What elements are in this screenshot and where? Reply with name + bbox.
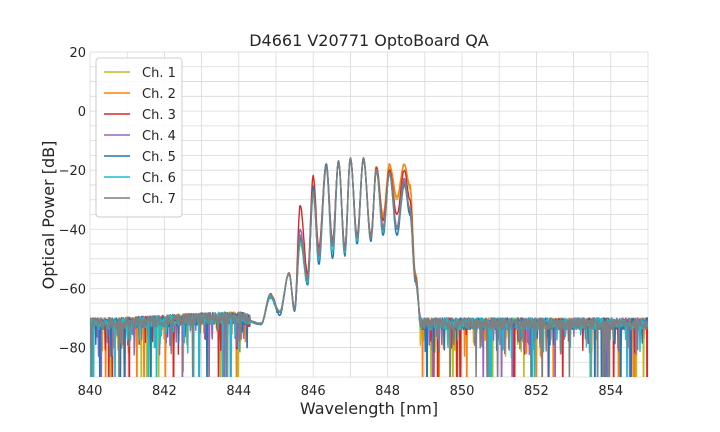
tick-labels: 840 842 844 846 848 850 852 854 20 0 −20 −40 −60 −80	[59, 46, 624, 399]
legend-entry: Ch. 4	[142, 129, 176, 144]
x-axis-label: Wavelength [nm]	[300, 399, 438, 418]
y-tick-label: 0	[78, 105, 86, 120]
y-tick-label: −40	[59, 223, 86, 238]
x-tick-label: 840	[78, 384, 103, 399]
series-line-7	[90, 157, 648, 377]
chart-title: D4661 V20771 OptoBoard QA	[249, 31, 489, 50]
legend: Ch. 1 Ch. 2 Ch. 3 Ch. 4 Ch. 5 Ch. 6 Ch. 7	[95, 57, 183, 218]
legend-entry: Ch. 5	[142, 150, 176, 165]
x-tick-label: 854	[598, 384, 623, 399]
y-tick-label: −80	[59, 341, 86, 356]
legend-entry: Ch. 3	[142, 108, 176, 123]
x-tick-label: 842	[152, 384, 177, 399]
y-tick-label: 20	[69, 46, 86, 61]
y-tick-label: −60	[59, 282, 86, 297]
series-layer	[90, 157, 648, 377]
legend-entry: Ch. 6	[142, 171, 176, 186]
y-axis-label: Optical Power [dB]	[39, 141, 58, 290]
legend-entry: Ch. 7	[142, 192, 176, 207]
y-tick-label: −20	[59, 164, 86, 179]
x-tick-label: 852	[524, 384, 549, 399]
x-tick-label: 850	[450, 384, 475, 399]
legend-entry: Ch. 1	[142, 66, 176, 81]
legend-entry: Ch. 2	[142, 87, 176, 102]
x-tick-label: 848	[375, 384, 400, 399]
x-tick-label: 846	[301, 384, 326, 399]
x-tick-label: 844	[226, 384, 251, 399]
